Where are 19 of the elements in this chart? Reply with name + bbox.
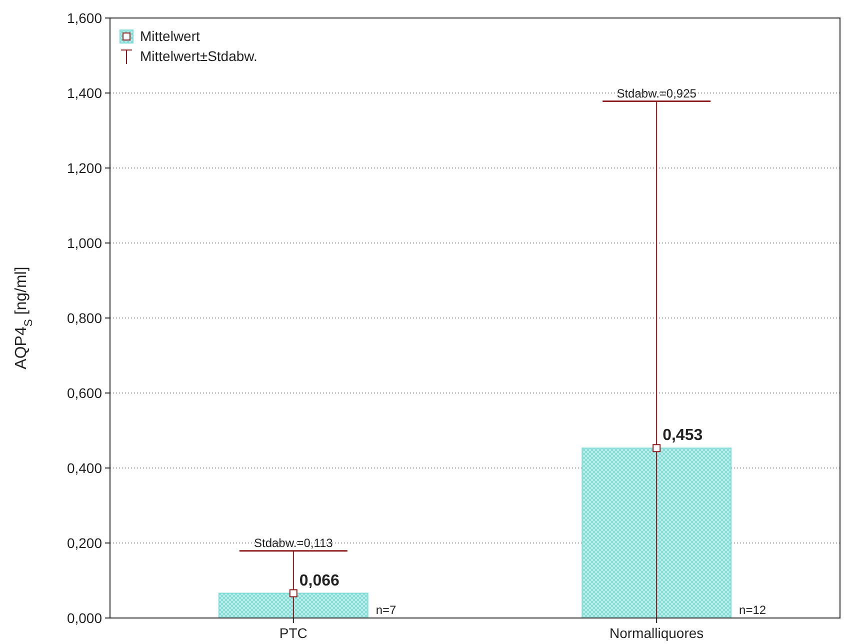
y-tick-label: 0,200 (66, 534, 102, 551)
legend-label: Mittelwert (140, 28, 200, 44)
annotation: Stdabw.=0,925 (616, 86, 697, 100)
x-tick-label: Normalliquores (610, 625, 704, 641)
y-tick-label: 1,600 (66, 10, 102, 26)
y-tick-label: 0,600 (66, 384, 102, 401)
y-tick-label: 0,400 (66, 460, 102, 476)
y-tick-label: 1,000 (66, 234, 102, 251)
x-tick-label: PTC (279, 625, 308, 641)
data-label: 0,453 (662, 427, 703, 444)
annotation: Stdabw.=0,113 (254, 536, 334, 550)
data-label: 0,066 (299, 572, 340, 590)
annotation: n=12 (739, 603, 766, 617)
y-tick-label: 1,400 (66, 84, 102, 101)
y-tick-label: 0,800 (66, 310, 102, 326)
annotation: n=7 (376, 603, 397, 617)
annotation: Mittelwert±Stdabw. (140, 48, 258, 64)
y-tick-label: 1,200 (66, 160, 102, 176)
y-tick-label: 0,000 (66, 610, 102, 626)
